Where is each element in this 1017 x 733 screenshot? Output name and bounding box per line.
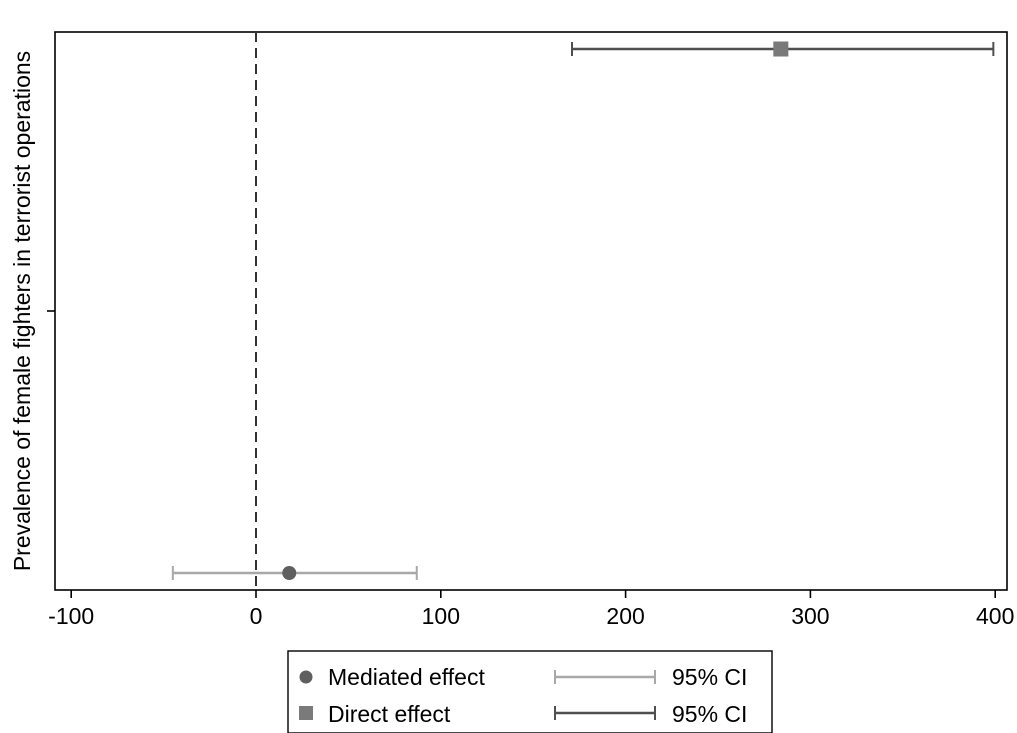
x-tick-label: -100 — [48, 603, 94, 629]
y-axis-label: Prevalence of female fighters in terrori… — [9, 51, 35, 571]
x-tick-label: 0 — [250, 603, 263, 629]
mediated-point — [282, 566, 297, 580]
x-axis-ticks: -100 0 100 200 300 400 — [48, 590, 1014, 629]
x-tick-label: 300 — [791, 603, 829, 629]
legend-mediated-label: Mediated effect — [328, 664, 485, 690]
series-layer — [171, 41, 995, 580]
legend-box — [287, 650, 773, 733]
direct-point — [773, 41, 789, 57]
legend-direct-ci-label: 95% CI — [672, 701, 747, 727]
legend-direct-marker — [299, 706, 313, 720]
plot-frame — [54, 31, 1008, 591]
legend-mediated-marker — [299, 670, 313, 684]
x-tick-label: 200 — [606, 603, 644, 629]
legend: Mediated effect 95% CI Direct effect 95%… — [287, 650, 773, 733]
legend-mediated-ci-label: 95% CI — [672, 664, 747, 690]
x-tick-label: 400 — [976, 603, 1014, 629]
x-tick-label: 100 — [422, 603, 460, 629]
legend-direct-label: Direct effect — [328, 701, 451, 727]
